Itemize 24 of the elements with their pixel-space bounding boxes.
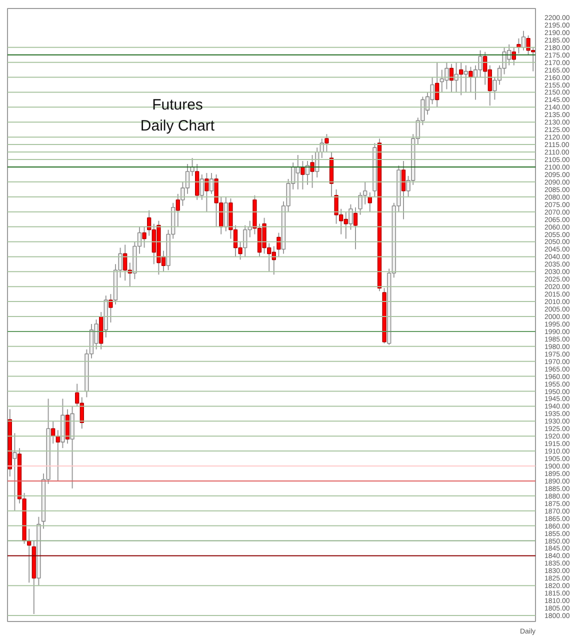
candlestick [224,196,228,232]
candlestick [300,160,305,190]
candlestick [324,134,329,153]
candlestick [12,432,17,512]
candlestick [204,172,209,212]
text: Futures [152,96,203,114]
candlestick [276,232,281,258]
candlestick [459,62,464,96]
text: Daily Chart [140,118,216,134]
candlestick [468,66,473,93]
candlestick [521,30,526,51]
candlestick [464,64,468,93]
candlestick [142,226,146,248]
candlestick [176,193,180,228]
candlestick [353,206,358,250]
candlestick [401,160,406,220]
candlestick [348,204,353,230]
candlestick [310,154,314,188]
candlestick [195,163,200,200]
candlestick [108,294,113,323]
candlestick [209,172,214,194]
candlestick [305,160,310,186]
candlestick [200,174,204,200]
candlestick [435,62,440,108]
